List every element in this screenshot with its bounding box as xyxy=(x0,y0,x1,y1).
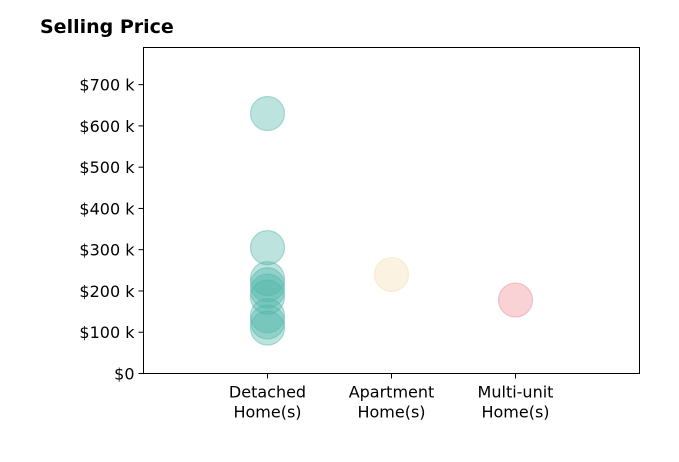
y-tick-label: $400 k xyxy=(79,199,135,218)
scatter-point xyxy=(249,260,286,297)
x-tick-label: Apartment Home(s) xyxy=(349,383,435,422)
y-tick-label: $0 xyxy=(114,365,134,384)
scatter-point xyxy=(249,273,286,309)
scatter-point xyxy=(249,310,286,346)
y-tick-label: $500 k xyxy=(79,158,135,177)
x-axis: Detached Home(s) Apartment Home(s) Multi-uni… xyxy=(229,373,554,422)
plot-marks xyxy=(249,95,534,346)
y-tick-label: $100 k xyxy=(79,323,135,342)
x-tick-label: Multi-unit Home(s) xyxy=(478,383,554,422)
scatter-point xyxy=(249,304,286,340)
scatter-point xyxy=(373,256,410,293)
scatter-point xyxy=(249,230,286,266)
scatter-point xyxy=(249,298,286,334)
y-tick-label: $700 k xyxy=(79,76,135,95)
scatter-point xyxy=(497,282,534,318)
y-tick-label: $300 k xyxy=(79,241,135,260)
y-axis: $0 $100 k $200 k $300 k $400 k $500 k $600 k $7… xyxy=(79,76,144,384)
plot-frame xyxy=(143,47,640,374)
scatter-point xyxy=(249,267,286,303)
chart-title: Selling Price xyxy=(40,16,174,38)
x-tick-label: Detached Home(s) xyxy=(229,383,306,422)
scatter-point xyxy=(249,95,286,132)
y-tick-label: $600 k xyxy=(79,117,135,136)
scatter-point xyxy=(249,279,286,315)
y-tick-label: $200 k xyxy=(79,282,135,301)
